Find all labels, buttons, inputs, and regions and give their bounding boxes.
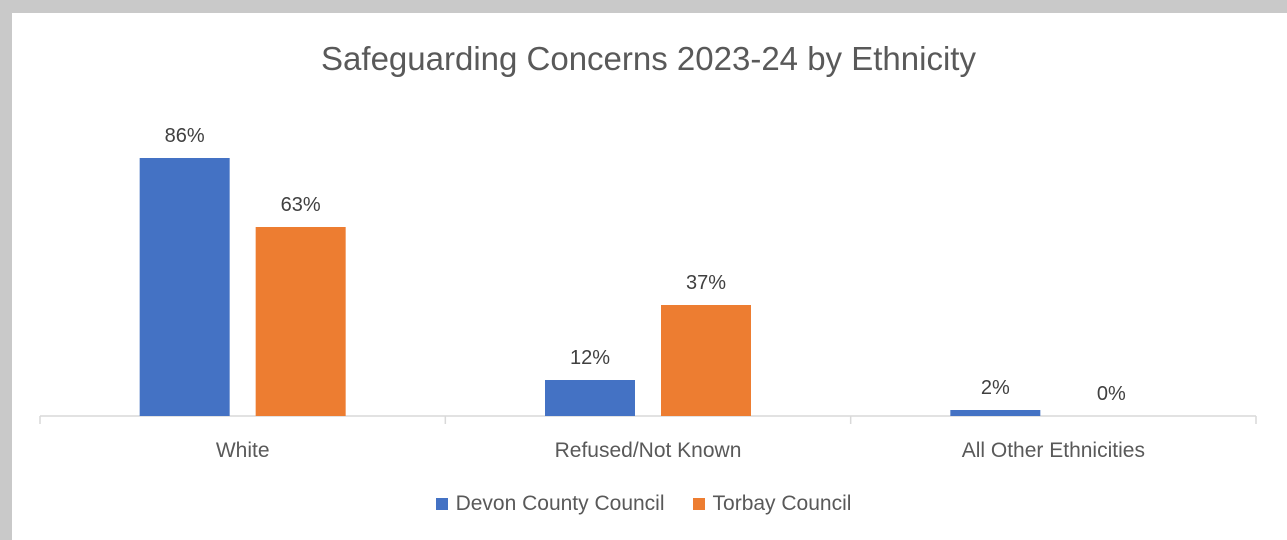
legend-swatch-torbay [692, 498, 705, 510]
x-tick-label-white: White [216, 439, 270, 462]
data-label-devon-county-council-refused-not-known: 12% [570, 347, 610, 369]
data-label-devon-county-council-white: 86% [165, 125, 205, 147]
legend-item-devon: Devon County Council [435, 492, 665, 516]
legend-label-devon: Devon County Council [455, 492, 665, 515]
bar-torbay-council-refused-not-known [661, 305, 751, 416]
legend-item-torbay: Torbay Council [692, 492, 852, 516]
legend-swatch-devon [435, 498, 448, 510]
data-label-torbay-council-all-other-ethnicities: 0% [1097, 383, 1126, 405]
chart-title: Safeguarding Concerns 2023-24 by Ethnici… [321, 40, 976, 77]
x-tick-label-refused-not-known: Refused/Not Known [555, 439, 742, 462]
x-tick-label-all-other-ethnicities: All Other Ethnicities [962, 439, 1145, 462]
bar-devon-county-council-all-other-ethnicities [950, 410, 1041, 416]
legend-label-torbay: Torbay Council [712, 492, 852, 515]
data-label-devon-county-council-all-other-ethnicities: 2% [981, 377, 1010, 399]
chart-legend: Devon County Council Torbay Council [0, 492, 1287, 516]
bar-torbay-council-white [255, 227, 346, 416]
bar-devon-county-council-white [139, 158, 230, 416]
data-label-torbay-council-white: 63% [281, 194, 321, 216]
data-label-torbay-council-refused-not-known: 37% [686, 272, 726, 294]
bar-devon-county-council-refused-not-known [545, 380, 635, 416]
